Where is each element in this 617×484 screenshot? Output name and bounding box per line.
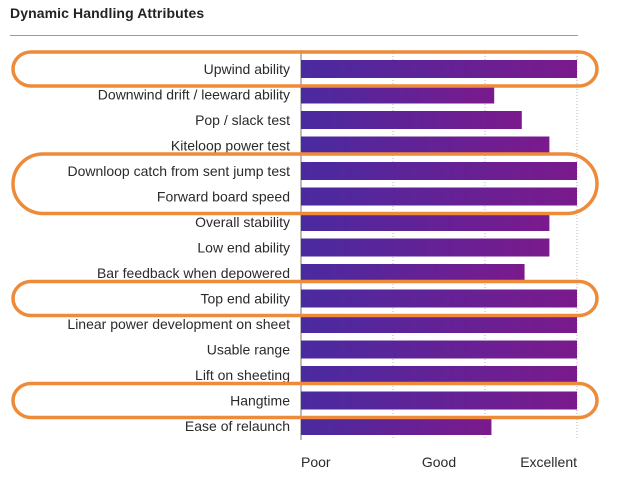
- bar-hangtime: [301, 391, 577, 410]
- category-label: Top end ability: [200, 291, 290, 307]
- category-label: Kiteloop power test: [171, 138, 290, 154]
- bar-low-end-ability: [301, 238, 550, 257]
- category-label: Ease of relaunch: [185, 418, 290, 434]
- category-label: Low end ability: [197, 240, 290, 256]
- bar-usable-range: [301, 340, 577, 359]
- bar-downwind-drift-leeward-ability: [301, 85, 495, 104]
- bars: [301, 60, 577, 435]
- bar-overall-stability: [301, 213, 550, 231]
- highlight-ovals: [11, 50, 599, 420]
- category-label: Pop / slack test: [195, 112, 290, 128]
- category-label: Overall stability: [195, 214, 290, 230]
- x-tick-label: Good: [422, 454, 456, 470]
- category-label: Bar feedback when depowered: [97, 265, 290, 281]
- category-label: Hangtime: [230, 393, 290, 409]
- category-label: Linear power development on sheet: [67, 316, 290, 332]
- category-label: Downwind drift / leeward ability: [98, 87, 290, 103]
- category-label: Lift on sheeting: [195, 367, 290, 383]
- highlight-oval: [11, 381, 599, 420]
- title-divider: [10, 35, 578, 36]
- x-tick-label: Poor: [301, 454, 331, 470]
- bar-top-end-ability: [301, 289, 577, 308]
- bar-upwind-ability: [301, 60, 577, 78]
- category-label: Upwind ability: [204, 61, 290, 77]
- x-axis-ticks: Poor Good Excellent: [301, 454, 577, 470]
- category-label: Forward board speed: [157, 189, 290, 205]
- highlight-oval: [11, 279, 599, 318]
- x-tick-label: Excellent: [520, 454, 577, 470]
- bar-bar-feedback-when-depowered: [301, 264, 525, 282]
- bar-forward-board-speed: [301, 187, 577, 206]
- bar-linear-power-development-on-sheet: [301, 315, 577, 333]
- highlight-oval: [11, 152, 599, 216]
- bar-lift-on-sheeting: [301, 366, 577, 384]
- category-label: Downloop catch from sent jump test: [67, 163, 290, 179]
- bar-kiteloop-power-test: [301, 136, 550, 155]
- bar-downloop-catch-from-sent-jump-test: [301, 162, 577, 180]
- highlight-oval: [11, 50, 599, 88]
- category-labels: Upwind ability Downwind drift / leeward a…: [67, 61, 290, 434]
- bar-pop-slack-test: [301, 111, 522, 129]
- chart-title: Dynamic Handling Attributes: [10, 5, 205, 21]
- category-label: Usable range: [207, 342, 290, 358]
- bar-ease-of-relaunch: [301, 417, 492, 435]
